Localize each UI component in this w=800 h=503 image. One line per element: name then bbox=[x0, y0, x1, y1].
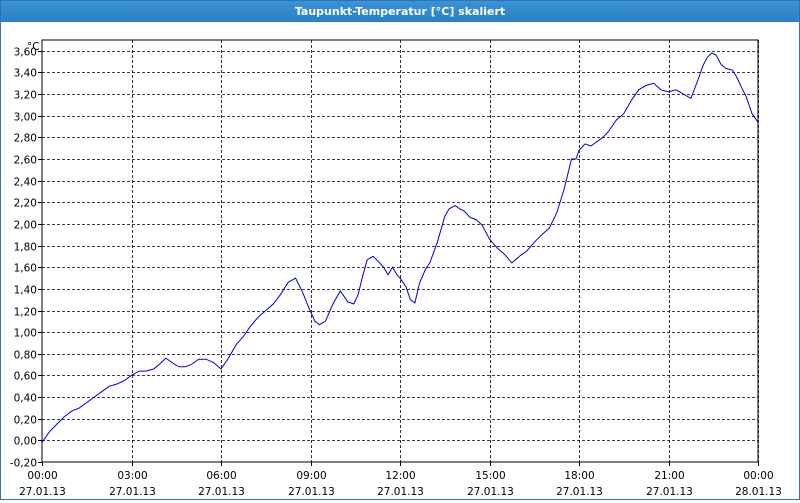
x-tick-time-label: 15:00 bbox=[475, 470, 505, 482]
y-tick-label: 3,20 bbox=[14, 90, 37, 102]
x-tick-date-label: 27.01.13 bbox=[198, 486, 245, 498]
x-tick-date-label: 27.01.13 bbox=[288, 486, 335, 498]
x-tick-time-label: 09:00 bbox=[296, 470, 326, 482]
x-tick-date-label: 27.01.13 bbox=[377, 486, 424, 498]
y-tick-label: 0,40 bbox=[14, 393, 37, 405]
x-tick-date-label: 27.01.13 bbox=[646, 486, 693, 498]
chart-area: °C -0,20 0,00 0,20 0,40 0,60 0,80 1,00 1,20 1,40… bbox=[1, 22, 799, 499]
y-tick-label: 2,60 bbox=[14, 155, 37, 167]
series-line bbox=[41, 52, 759, 443]
y-tick-label: 1,00 bbox=[14, 328, 37, 340]
y-tick-label: 0,20 bbox=[14, 415, 37, 427]
y-tick-label: 1,20 bbox=[14, 307, 37, 319]
y-tick-label: 1,40 bbox=[14, 285, 37, 297]
x-tick-time-label: 00:00 bbox=[27, 470, 57, 482]
series-layer bbox=[41, 52, 759, 443]
y-tick-label: 2,20 bbox=[14, 198, 37, 210]
y-tick-label: 2,00 bbox=[14, 220, 37, 232]
x-tick-date-label: 28.01.13 bbox=[735, 486, 782, 498]
plot-frame bbox=[41, 39, 759, 463]
x-tick-time-label: 03:00 bbox=[117, 470, 147, 482]
y-tick-label: 2,80 bbox=[14, 133, 37, 145]
x-tick-date-label: 27.01.13 bbox=[19, 486, 66, 498]
x-tick-time-label: 06:00 bbox=[206, 470, 236, 482]
x-tick-time-label: 00:00 bbox=[743, 470, 773, 482]
x-tick-date-label: 27.01.13 bbox=[556, 486, 603, 498]
y-tick-label: 3,40 bbox=[14, 68, 37, 80]
y-tick-label: 1,60 bbox=[14, 263, 37, 275]
y-tick-label: 0,00 bbox=[14, 436, 37, 448]
y-tick-label: 2,40 bbox=[14, 177, 37, 189]
window-title: Taupunkt-Temperatur [°C] skaliert bbox=[1, 1, 799, 22]
y-tick-label: 1,80 bbox=[14, 242, 37, 254]
y-tick-label: 3,60 bbox=[14, 47, 37, 59]
y-tick-label: 0,60 bbox=[14, 371, 37, 383]
x-tick-date-label: 27.01.13 bbox=[467, 486, 514, 498]
y-tick-label: 0,80 bbox=[14, 350, 37, 362]
x-tick-time-label: 12:00 bbox=[385, 470, 415, 482]
y-axis-unit-label: °C bbox=[27, 41, 40, 53]
axes-layer bbox=[41, 39, 759, 463]
y-tick-label: -0,20 bbox=[10, 458, 37, 470]
y-tick-label: 3,00 bbox=[14, 112, 37, 124]
x-tick-date-label: 27.01.13 bbox=[109, 486, 156, 498]
x-tick-time-label: 21:00 bbox=[654, 470, 684, 482]
labels-layer: °C -0,20 0,00 0,20 0,40 0,60 0,80 1,00 1,20 1,40… bbox=[10, 41, 782, 498]
grid-layer bbox=[38, 40, 759, 466]
line-chart: °C -0,20 0,00 0,20 0,40 0,60 0,80 1,00 1,20 1,40… bbox=[10, 39, 782, 498]
x-tick-time-label: 18:00 bbox=[564, 470, 594, 482]
